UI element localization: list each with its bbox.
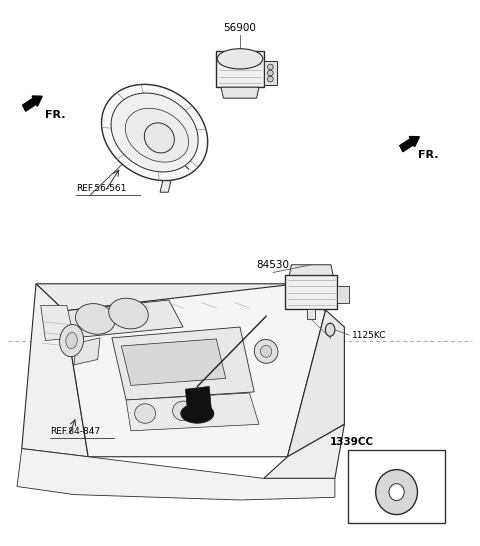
Ellipse shape — [173, 401, 193, 420]
Polygon shape — [216, 51, 264, 87]
Text: 56900: 56900 — [224, 22, 256, 33]
Ellipse shape — [389, 484, 404, 501]
FancyArrow shape — [23, 96, 42, 111]
Polygon shape — [121, 339, 226, 385]
Polygon shape — [185, 387, 212, 413]
Ellipse shape — [217, 49, 263, 69]
Ellipse shape — [60, 324, 84, 357]
Polygon shape — [126, 393, 259, 431]
Text: REF.84-847: REF.84-847 — [50, 427, 100, 436]
Text: 1125KC: 1125KC — [351, 331, 386, 340]
Polygon shape — [36, 284, 325, 311]
Text: FR.: FR. — [418, 150, 438, 160]
Ellipse shape — [261, 346, 272, 357]
Polygon shape — [17, 449, 335, 500]
Ellipse shape — [135, 404, 156, 423]
Ellipse shape — [267, 64, 273, 70]
Polygon shape — [41, 305, 74, 341]
Ellipse shape — [108, 298, 148, 329]
Polygon shape — [264, 61, 277, 85]
Text: REF.56-561: REF.56-561 — [76, 184, 127, 193]
Polygon shape — [22, 284, 88, 457]
Polygon shape — [74, 338, 100, 365]
FancyArrow shape — [400, 136, 420, 152]
Polygon shape — [337, 286, 349, 304]
Polygon shape — [64, 284, 325, 457]
Polygon shape — [289, 265, 333, 275]
Ellipse shape — [254, 340, 278, 363]
Ellipse shape — [144, 123, 174, 153]
Polygon shape — [64, 300, 183, 338]
Polygon shape — [307, 308, 315, 319]
Polygon shape — [264, 424, 344, 478]
Polygon shape — [160, 181, 171, 192]
Text: 1339CC: 1339CC — [329, 437, 373, 447]
Ellipse shape — [66, 333, 77, 348]
Polygon shape — [221, 87, 259, 98]
Ellipse shape — [325, 323, 335, 336]
Ellipse shape — [267, 76, 273, 82]
Ellipse shape — [376, 470, 418, 514]
Ellipse shape — [267, 70, 273, 76]
Ellipse shape — [125, 108, 189, 162]
Polygon shape — [112, 327, 254, 400]
Polygon shape — [285, 275, 337, 308]
FancyBboxPatch shape — [348, 450, 445, 523]
Polygon shape — [288, 284, 344, 457]
Text: 84530: 84530 — [257, 260, 290, 270]
Text: FR.: FR. — [46, 110, 66, 120]
Ellipse shape — [180, 404, 214, 423]
Ellipse shape — [101, 85, 208, 181]
Ellipse shape — [111, 93, 198, 172]
Ellipse shape — [75, 304, 115, 334]
